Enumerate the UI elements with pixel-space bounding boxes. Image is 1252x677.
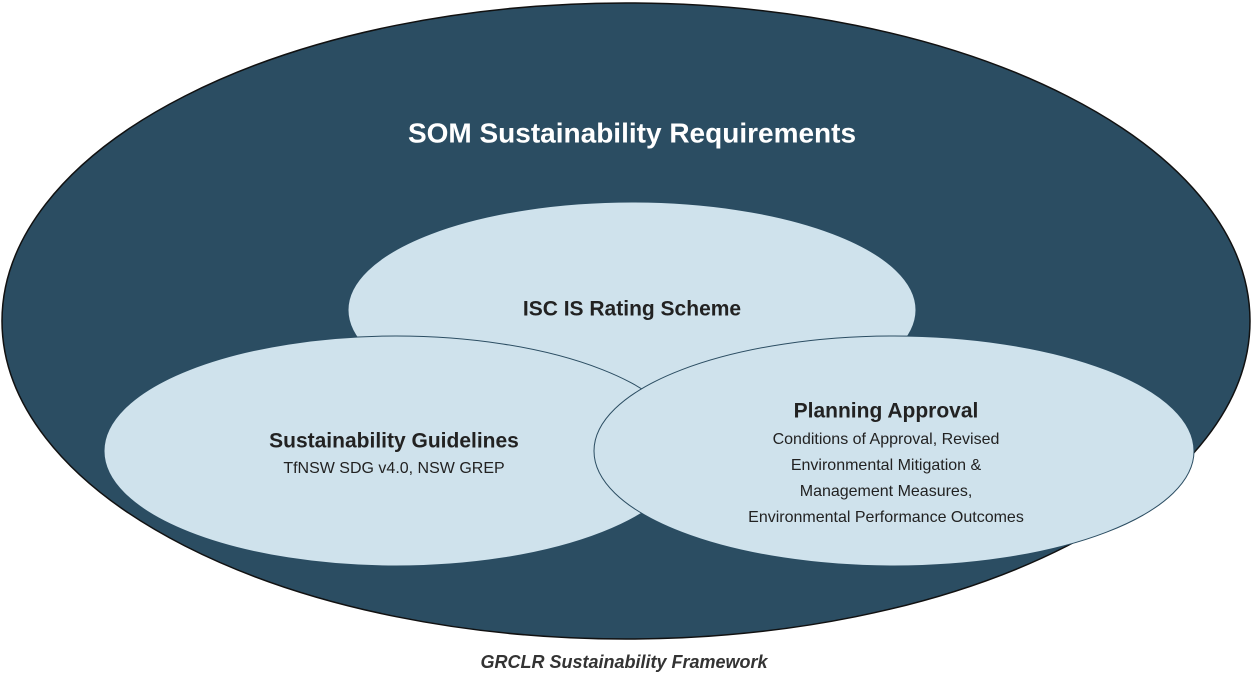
node-label: Sustainability Guidelines [269,430,519,453]
node-detail: TfNSW SDG v4.0, NSW GREP [283,460,504,477]
node-label: ISC IS Rating Scheme [523,298,741,321]
node-ellipse [593,335,1195,567]
node-detail: Environmental Performance Outcomes [748,509,1024,526]
node-detail: Environmental Mitigation & [791,457,982,474]
node-detail: Conditions of Approval, Revised [773,431,1000,448]
node-detail: Management Measures, [800,483,973,500]
outer-label: SOM Sustainability Requirements [408,117,856,148]
node-label: Planning Approval [794,400,979,423]
caption: GRCLR Sustainability Framework [480,652,768,672]
